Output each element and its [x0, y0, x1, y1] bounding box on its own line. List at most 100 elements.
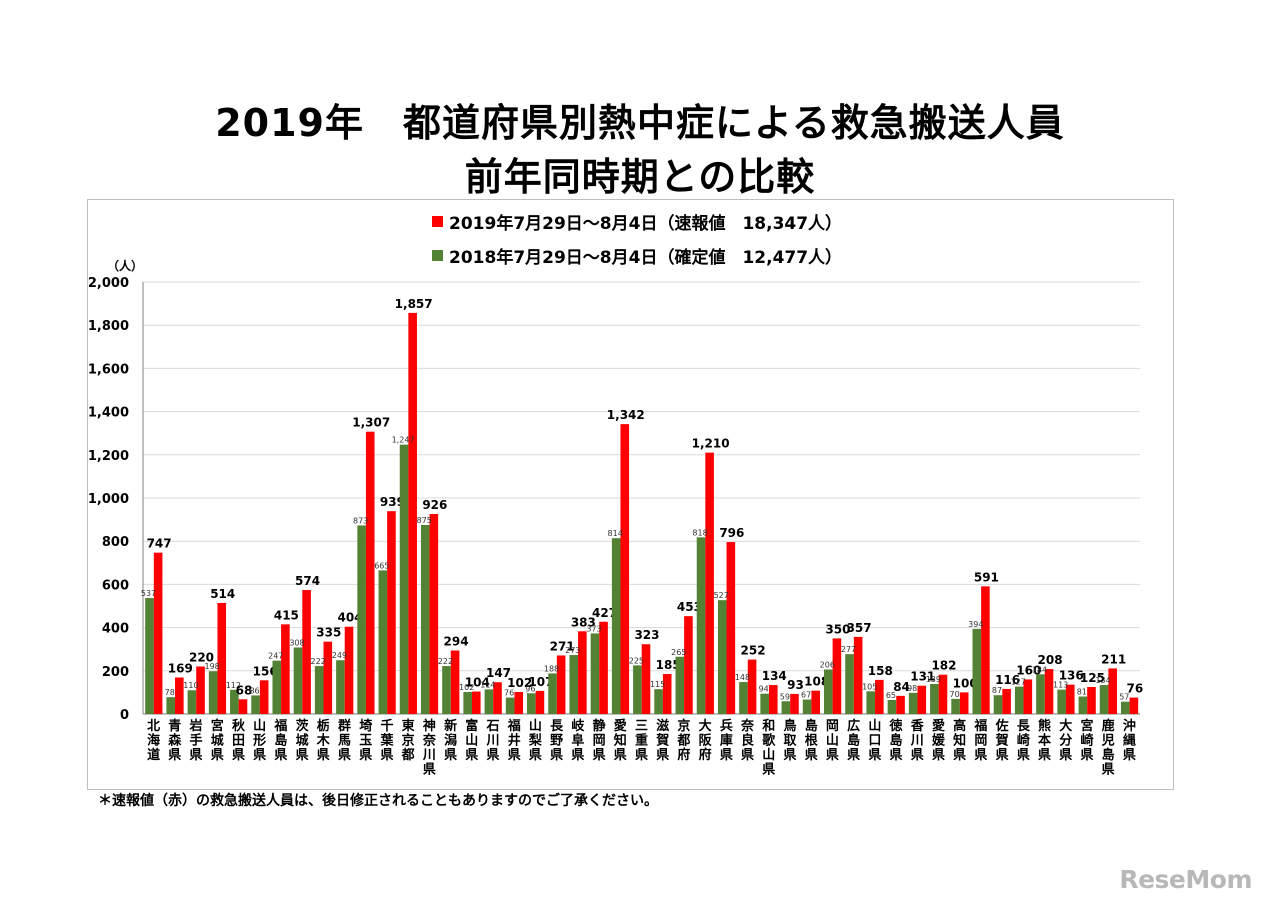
- x-tick-label: 庫: [720, 733, 733, 749]
- x-tick-label: 県: [317, 748, 330, 763]
- data-label-2019: 335: [316, 626, 341, 640]
- x-tick-label: 山: [762, 747, 775, 763]
- x-tick-label: 県: [211, 748, 224, 763]
- bar-2018: [420, 525, 430, 714]
- data-label-2019: 93: [787, 678, 804, 692]
- x-tick-label: 岡: [974, 734, 987, 749]
- chart-frame: [87, 199, 1174, 790]
- data-label-2018: 247: [268, 652, 283, 661]
- x-tick-label: 県: [571, 748, 584, 763]
- data-label-2019: 1,857: [395, 297, 433, 311]
- bar-2018: [505, 697, 515, 714]
- data-label-2018: 86: [249, 686, 259, 695]
- data-label-2019: 350: [825, 622, 850, 636]
- data-label-2018: 265: [671, 648, 686, 657]
- bar-2019: [259, 680, 269, 714]
- chart-title: 2019年 都道府県別熱中症による救急搬送人員: [215, 101, 1065, 145]
- data-label-2019: 796: [719, 526, 744, 540]
- data-label-2019: 574: [295, 574, 320, 588]
- x-tick-label: 京: [677, 718, 690, 734]
- bar-2019: [832, 638, 842, 714]
- x-tick-label: 木: [316, 733, 331, 749]
- bar-2019: [768, 685, 778, 714]
- x-tick-label: 県: [338, 748, 351, 763]
- x-tick-label: 根: [805, 733, 819, 749]
- x-tick-label: 県: [593, 748, 606, 763]
- data-label-2019: 939: [380, 495, 405, 509]
- bar-2018: [463, 691, 472, 714]
- data-label-2018: 110: [183, 681, 198, 690]
- x-tick-label: 県: [274, 748, 287, 763]
- y-tick-label: 1,800: [88, 319, 129, 334]
- x-tick-label: 梨: [528, 733, 543, 749]
- x-tick-label: 阪: [699, 734, 713, 749]
- data-label-2019: 104: [465, 676, 490, 690]
- x-tick-label: 県: [232, 748, 245, 763]
- x-tick-label: 県: [953, 748, 966, 763]
- x-tick-label: 石: [486, 719, 500, 734]
- bar-2018: [739, 682, 748, 714]
- data-label-2018: 537: [141, 589, 156, 598]
- x-tick-label: 高: [953, 718, 966, 734]
- data-label-2019: 108: [804, 675, 829, 689]
- x-tick-label: 愛: [614, 718, 627, 734]
- legend-label-2018: 2018年7月29日～8月4日（確定値 12,477人）: [449, 248, 843, 268]
- x-tick-label: 県: [359, 748, 372, 763]
- x-tick-label: 県: [380, 748, 393, 763]
- data-label-2018: 105: [862, 682, 877, 691]
- y-tick-label: 1,200: [88, 449, 129, 464]
- x-tick-label: 県: [1102, 763, 1115, 778]
- x-tick-label: 縄: [1123, 733, 1136, 749]
- bar-2018: [527, 693, 536, 714]
- x-tick-label: 城: [211, 733, 224, 749]
- bar-2018: [611, 538, 621, 714]
- bar-2018: [845, 654, 854, 714]
- bar-2019: [641, 644, 651, 714]
- x-tick-label: 崎: [1080, 733, 1093, 749]
- x-tick-label: 媛: [931, 733, 946, 749]
- x-tick-label: 海: [147, 733, 160, 749]
- data-label-2018: 70: [949, 690, 959, 699]
- data-label-2018: 1,247: [392, 436, 415, 445]
- data-label-2019: 926: [422, 498, 447, 512]
- y-tick-label: 0: [120, 708, 129, 723]
- x-tick-label: 長: [1017, 719, 1031, 734]
- x-tick-label: 奈: [422, 733, 437, 749]
- x-tick-label: 県: [720, 748, 733, 763]
- data-label-2018: 57: [1119, 693, 1129, 702]
- data-label-2018: 184: [1032, 665, 1047, 674]
- x-tick-label: 児: [1101, 734, 1115, 749]
- bar-2018: [1014, 686, 1024, 714]
- bar-2018: [930, 683, 939, 714]
- bar-2019: [747, 659, 757, 714]
- data-label-2019: 136: [1059, 669, 1084, 683]
- data-label-2019: 357: [847, 621, 872, 635]
- x-tick-label: 森: [168, 733, 182, 749]
- x-tick-label: 富: [465, 718, 478, 734]
- x-tick-label: 県: [508, 748, 521, 763]
- data-label-2018: 94: [759, 685, 769, 694]
- x-tick-label: 田: [232, 734, 245, 749]
- x-tick-label: 東: [402, 718, 415, 734]
- x-tick-label: 県: [656, 748, 669, 763]
- data-label-2018: 67: [801, 691, 811, 700]
- x-tick-label: 長: [550, 719, 564, 734]
- x-tick-label: 県: [1059, 748, 1072, 763]
- x-tick-label: 島: [890, 733, 903, 749]
- x-tick-label: 埼: [359, 718, 372, 734]
- bar-2018: [866, 691, 876, 714]
- bar-2019: [981, 586, 990, 714]
- bar-2018: [314, 666, 324, 714]
- y-tick-label: 800: [102, 535, 129, 550]
- data-label-2018: 78: [165, 688, 175, 697]
- x-tick-label: 県: [190, 748, 203, 763]
- data-label-2019: 160: [1016, 663, 1041, 677]
- bar-2018: [399, 444, 409, 714]
- x-tick-label: 鹿: [1102, 718, 1115, 734]
- x-tick-label: 川: [422, 748, 436, 763]
- x-tick-label: 賀: [995, 733, 1009, 749]
- y-tick-label: 200: [102, 665, 129, 680]
- bar-2019: [1108, 668, 1117, 714]
- x-tick-label: 玉: [359, 734, 372, 749]
- x-tick-label: 県: [890, 748, 903, 763]
